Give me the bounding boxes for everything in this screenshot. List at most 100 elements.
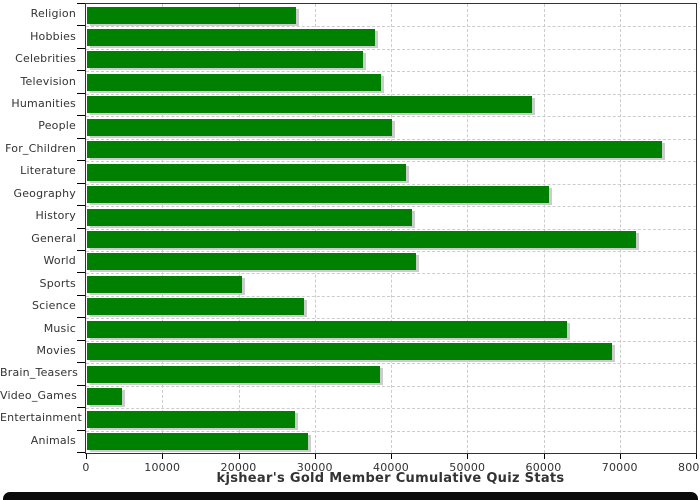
bar-science — [87, 298, 305, 316]
y-gridline — [86, 71, 696, 73]
y-axis-label: People — [38, 119, 76, 133]
bar-brain-teasers — [87, 365, 380, 383]
y-gridline — [86, 408, 696, 410]
bar-movies — [87, 343, 613, 361]
y-axis-label: Literature — [20, 164, 76, 178]
x-axis-tick — [696, 454, 697, 459]
bar-video-games — [87, 388, 123, 406]
y-axis-tick — [77, 205, 85, 207]
y-gridline — [86, 138, 696, 140]
x-axis-tick — [467, 454, 469, 459]
y-axis-label: Humanities — [11, 97, 76, 111]
bar-celebrities — [87, 51, 364, 69]
y-gridline — [86, 340, 696, 342]
bar-history — [87, 208, 412, 226]
y-axis-label: Geography — [13, 186, 76, 200]
y-gridline — [86, 161, 696, 163]
y-axis-tick — [77, 137, 85, 139]
x-axis-label: 50000 — [449, 461, 486, 474]
y-axis-label: Brain_Teasers — [0, 366, 79, 380]
y-axis-tick — [77, 25, 85, 27]
y-gridline — [86, 318, 696, 320]
y-axis-label: Sports — [39, 276, 76, 290]
y-axis-label: Video_Games — [0, 388, 77, 402]
x-axis-label: 60000 — [525, 461, 562, 474]
bar-sports — [87, 275, 242, 293]
bar-hobbies — [87, 28, 376, 46]
x-axis-tick — [619, 454, 621, 459]
y-axis-tick — [77, 429, 85, 431]
y-axis-label: Celebrities — [15, 52, 76, 66]
y-axis-tick — [77, 47, 85, 49]
y-gridline — [86, 48, 696, 50]
y-axis-tick — [77, 272, 85, 274]
y-axis-tick — [77, 317, 85, 319]
y-gridline — [86, 116, 696, 118]
x-axis-label: 80000 — [678, 461, 700, 474]
x-axis-tick — [314, 454, 316, 459]
y-axis-label: Animals — [30, 433, 76, 447]
y-axis-tick — [77, 3, 85, 4]
bar-general — [87, 231, 636, 248]
y-axis-tick — [77, 227, 85, 229]
y-gridline — [86, 295, 696, 297]
plot-area — [85, 3, 697, 454]
y-axis-label: World — [43, 254, 76, 268]
x-axis-tick — [238, 454, 240, 459]
y-axis-tick — [77, 294, 85, 296]
x-axis-label: 70000 — [601, 461, 638, 474]
y-axis-label: Entertainment — [0, 411, 82, 425]
y-axis-tick — [77, 92, 85, 94]
y-axis-tick — [77, 70, 85, 72]
y-gridline — [86, 26, 696, 28]
bar-humanities — [87, 96, 532, 114]
bar-entertainment — [87, 410, 296, 428]
x-axis-tick — [162, 454, 164, 459]
y-axis-label: Religion — [30, 7, 76, 21]
bar-geography — [87, 186, 550, 204]
y-axis-tick — [77, 115, 85, 117]
bar-animals — [87, 433, 309, 451]
bar-literature — [87, 163, 406, 181]
y-axis-label: Science — [31, 299, 76, 313]
y-axis-tick — [77, 384, 85, 386]
y-axis-tick — [77, 182, 85, 184]
y-axis-label: Movies — [36, 343, 76, 357]
y-gridline — [86, 363, 696, 365]
y-gridline — [86, 206, 696, 208]
x-axis-label: 40000 — [373, 461, 409, 474]
bar-for-children — [87, 141, 662, 159]
y-axis-tick — [77, 249, 85, 251]
x-axis-label: 10000 — [144, 461, 181, 474]
bar-music — [87, 320, 567, 338]
x-axis-label: 30000 — [296, 461, 333, 474]
y-axis-tick — [77, 452, 85, 453]
x-axis-label: 20000 — [220, 461, 257, 474]
y-gridline — [86, 385, 696, 387]
y-axis-label: Hobbies — [30, 29, 76, 43]
bar-television — [87, 73, 382, 91]
y-axis-label: Television — [20, 74, 76, 88]
y-gridline — [86, 250, 696, 252]
y-gridline — [86, 183, 696, 185]
bottom-band — [3, 492, 698, 500]
x-axis-label: 0 — [82, 461, 90, 474]
bar-religion — [87, 6, 296, 24]
y-axis-label: For_Children — [5, 141, 76, 155]
x-axis-tick — [543, 454, 545, 459]
bar-world — [87, 253, 417, 271]
y-axis-label: General — [31, 231, 76, 245]
y-gridline — [86, 273, 696, 275]
y-axis-label: Music — [43, 321, 76, 335]
y-axis-tick — [77, 407, 85, 409]
y-axis-tick — [77, 362, 85, 364]
y-axis-tick — [77, 339, 85, 341]
y-axis-label: History — [35, 209, 76, 223]
y-gridline — [86, 228, 696, 230]
chart-title: kjshear's Gold Member Cumulative Quiz St… — [216, 471, 565, 486]
x-axis-tick — [86, 454, 87, 459]
y-gridline — [86, 430, 696, 432]
x-axis-tick — [391, 454, 392, 459]
y-axis-tick — [77, 160, 85, 162]
